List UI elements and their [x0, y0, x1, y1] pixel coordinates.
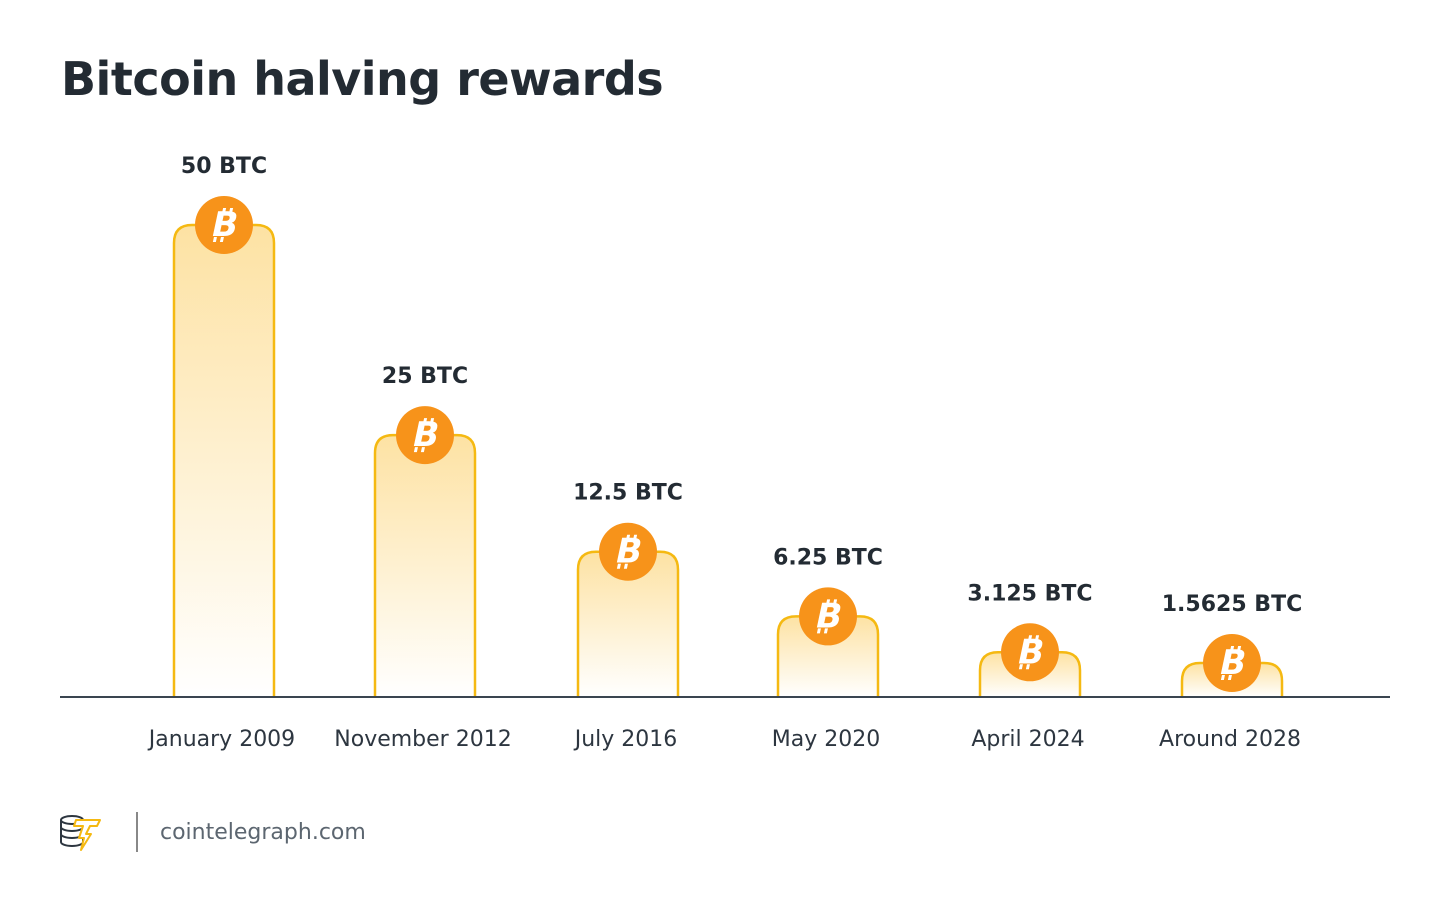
bitcoin-coin-icon: B: [799, 587, 857, 646]
bitcoin-coin-icon: B: [195, 196, 253, 254]
bitcoin-coin-icon: B: [1001, 623, 1059, 682]
footer-divider: [136, 812, 138, 852]
x-tick-label: Around 2028: [1159, 727, 1301, 752]
data-label: 1.5625 BTC: [1162, 592, 1302, 617]
data-label: 6.25 BTC: [773, 545, 883, 570]
data-label: 3.125 BTC: [967, 581, 1092, 606]
site-url: cointelegraph.com: [160, 819, 366, 845]
data-label: 25 BTC: [382, 364, 468, 389]
chart-title: Bitcoin halving rewards: [61, 52, 664, 106]
bitcoin-coin-icon: B: [396, 406, 454, 465]
bitcoin-coin-icon: B: [599, 522, 657, 581]
x-tick-label: July 2016: [573, 727, 678, 752]
x-tick-label: January 2009: [147, 727, 295, 752]
x-tick-label: May 2020: [772, 727, 880, 752]
bar: [172, 223, 276, 697]
bitcoin-coin-icon: B: [1203, 634, 1261, 692]
data-label: 12.5 BTC: [573, 481, 683, 506]
data-label: 50 BTC: [181, 154, 267, 179]
footer: cointelegraph.com: [58, 812, 366, 852]
cointelegraph-logo-icon: [60, 815, 101, 851]
x-tick-label: April 2024: [971, 727, 1084, 752]
x-tick-label: November 2012: [334, 727, 511, 752]
bar: [373, 433, 477, 697]
